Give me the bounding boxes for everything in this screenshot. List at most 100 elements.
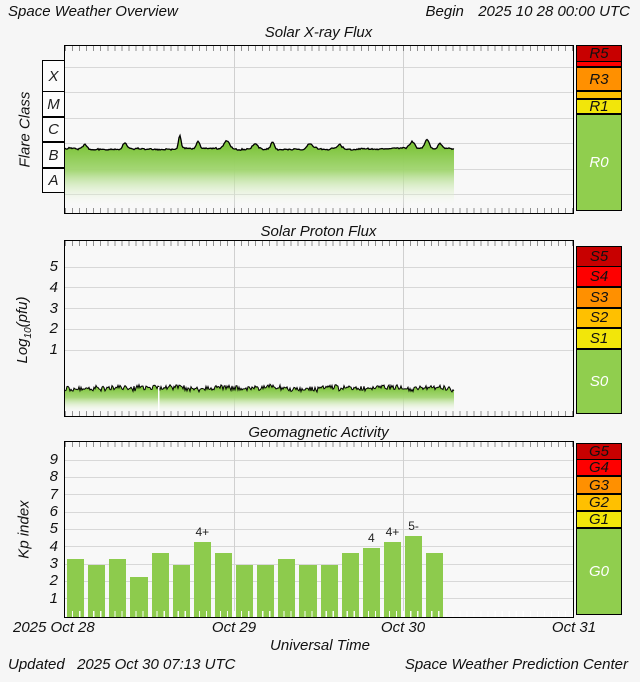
kp-bar-12 (299, 565, 317, 617)
kp-gridline-5 (65, 528, 573, 530)
kp-bar-5 (151, 553, 169, 617)
xray-panel-title: Solar X-ray Flux (264, 24, 373, 41)
kp-tick-label-9: 9 (49, 451, 58, 469)
page-title: Space Weather Overview (8, 3, 178, 20)
kp-bar-8 (214, 553, 233, 617)
kp-tick-label-4: 4 (49, 537, 58, 555)
kp-bar-9 (236, 565, 254, 617)
g-scale-box-G0: G0 (576, 528, 622, 615)
s-scale-box-S3: S3 (576, 287, 622, 308)
r-scale-box-band1 (576, 60, 622, 67)
xray-trace-fill (65, 135, 454, 212)
kp-plot-area: 4+ 4 4+ 5- (64, 441, 574, 618)
g-scale-box-G5: G5 (576, 443, 622, 460)
proton-trace (65, 383, 455, 415)
kp-bar-4 (130, 576, 148, 617)
begin-value: 2025 10 28 00:00 UTC (478, 3, 630, 20)
kp-gridline-9 (65, 459, 573, 461)
xray-gridline-1 (65, 92, 573, 93)
kp-bar-3 (109, 559, 127, 617)
kp-tick-label-1: 1 (49, 589, 58, 607)
flare-class-box-B: B (42, 142, 65, 168)
proton-tick-label-5: 5 (49, 258, 58, 275)
xray-gridline-0 (65, 66, 573, 68)
s-scale-box-S0: S0 (576, 349, 622, 414)
kp-bar-7 (193, 541, 211, 617)
kp-peak-label-4: 4 (368, 530, 375, 545)
proton-panel-title: Solar Proton Flux (260, 223, 377, 240)
kp-gridline-7 (65, 494, 573, 496)
g-scale-box-G4: G4 (576, 459, 622, 477)
kp-gridline-3 (65, 563, 573, 565)
proton-gridline-4 (65, 287, 573, 289)
proton-trace-fill (65, 384, 454, 415)
xray-trace-line (65, 133, 455, 152)
proton-gridline-3 (65, 308, 573, 309)
credit: Space Weather Prediction Center (404, 656, 628, 673)
kp-bar-1 (67, 559, 85, 617)
flare-class-box-X: X (42, 60, 65, 93)
kp-dayline-1 (403, 442, 404, 617)
proton-trace-data-gap (158, 387, 160, 415)
xray-gridline-3 (65, 143, 573, 144)
g-scale-box-G1: G1 (576, 511, 622, 529)
proton-dayline-1 (403, 241, 404, 416)
kp-bar-16 (383, 541, 402, 617)
proton-tick-label-3: 3 (49, 299, 58, 317)
kp-bar-10 (257, 565, 275, 617)
minor-ticks-top (65, 241, 573, 246)
kp-tick-label-2: 2 (49, 572, 58, 590)
s-scale-box-S1: S1 (576, 328, 622, 349)
kp-tick-label-7: 7 (49, 485, 58, 503)
begin-time: Begin 2025 10 28 00:00 UTC (426, 3, 631, 20)
proton-tick-label-1: 1 (49, 341, 58, 358)
flare-class-box-C: C (42, 116, 65, 143)
kp-peak-label-5-: 5- (408, 519, 419, 534)
xray-dayline-0 (234, 46, 235, 213)
kp-tick-label-8: 8 (49, 468, 58, 486)
kp-gridline-6 (65, 511, 573, 513)
proton-trace-line (65, 383, 455, 394)
kp-bar-15 (362, 547, 380, 617)
r-scale-box-band3 (576, 91, 622, 99)
kp-bar-18 (426, 553, 444, 617)
kp-panel-title: Geomagnetic Activity (248, 424, 389, 441)
kp-gridline-4 (65, 546, 573, 548)
kp-bar-2 (88, 565, 106, 617)
s-scale-box-S2: S2 (576, 307, 622, 328)
x-tick-oct29: Oct 29 (211, 619, 257, 636)
kp-dayline-0 (234, 442, 235, 617)
minor-ticks-bottom (65, 611, 573, 617)
kp-bar-11 (278, 559, 296, 617)
x-tick-oct30: Oct 30 (380, 619, 426, 636)
updated-label: Updated (8, 656, 65, 673)
kp-gridline-8 (65, 476, 573, 478)
kp-gridline-2 (65, 580, 573, 582)
flare-class-box-A: A (42, 167, 65, 194)
kp-peak-label-4+: 4+ (385, 524, 400, 539)
g-scale-box-G2: G2 (576, 493, 622, 511)
kp-bar-6 (172, 565, 190, 617)
flare-class-box-M: M (42, 91, 65, 117)
r-scale-box-R5: R5 (576, 44, 622, 62)
proton-dayline-0 (234, 241, 235, 416)
proton-plot-area (64, 240, 574, 417)
proton-tick-label-2: 2 (49, 320, 58, 338)
minor-ticks-top (65, 46, 573, 51)
kp-tick-label-3: 3 (49, 555, 58, 572)
updated-value: 2025 Oct 30 07:13 UTC (77, 656, 236, 673)
x-tick-oct28: 2025 Oct 28 (13, 619, 95, 636)
proton-gridline-2 (65, 328, 573, 330)
proton-gridline-1 (65, 349, 573, 351)
kp-tick-label-6: 6 (49, 503, 58, 521)
s-scale-box-S4: S4 (576, 266, 622, 287)
g-scale-box-G3: G3 (576, 476, 622, 494)
kp-tick-label-5: 5 (49, 520, 58, 538)
xray-trace (65, 133, 455, 212)
begin-label: Begin (425, 3, 464, 20)
xray-y-axis-label: Flare Class (16, 91, 34, 168)
r-scale-box-R3: R3 (576, 67, 622, 91)
x-tick-oct31: Oct 31 (551, 619, 597, 636)
x-axis-title: Universal Time (270, 637, 370, 654)
xray-plot-area (64, 45, 574, 214)
